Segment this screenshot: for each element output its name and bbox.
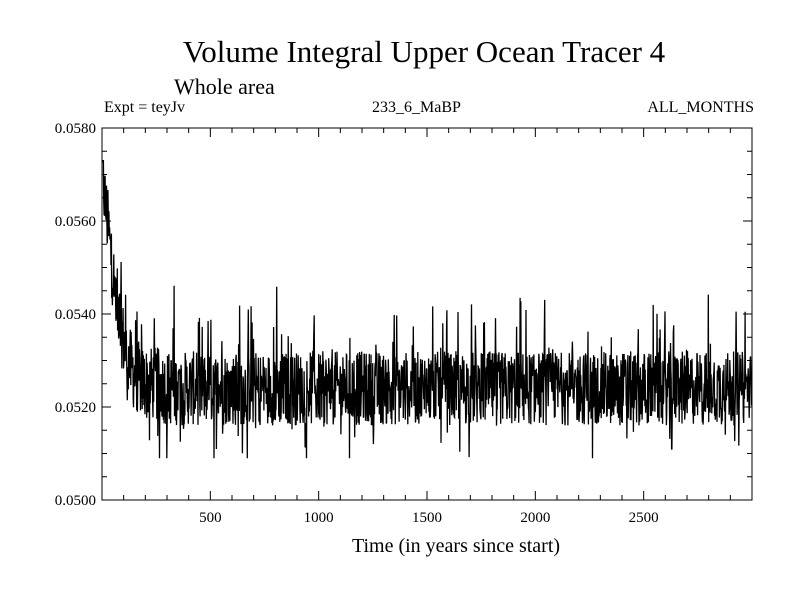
y-tick-label: 0.0500	[55, 493, 96, 509]
x-axis-label: Time (in years since start)	[351, 535, 561, 557]
months-label: ALL_MONTHS	[647, 99, 754, 116]
y-tick-label: 0.0520	[55, 400, 96, 416]
series-line	[101, 159, 753, 459]
x-tick-label: 1000	[304, 510, 334, 526]
period-label: 233_6_MaBP	[372, 99, 461, 116]
y-tick-label: 0.0540	[55, 307, 96, 323]
experiment-label: Expt = teyJv	[104, 99, 186, 116]
x-axis-ticks: 500 1000 1500 2000 2500	[123, 128, 731, 526]
y-tick-label: 0.0580	[55, 121, 96, 137]
chart-title: Volume Integral Upper Ocean Tracer 4	[182, 34, 666, 69]
plot-frame	[101, 127, 753, 501]
x-tick-label: 2000	[520, 510, 550, 526]
y-tick-label: 0.0560	[55, 214, 96, 230]
x-tick-label: 500	[199, 510, 222, 526]
chart-subtitle: Whole area	[174, 74, 275, 99]
series-group	[101, 159, 753, 459]
x-tick-label: 2500	[629, 510, 659, 526]
x-tick-label: 1500	[412, 510, 442, 526]
y-axis-ticks: 0.0500 0.0520 0.0540 0.0560 0.0580	[55, 121, 752, 509]
